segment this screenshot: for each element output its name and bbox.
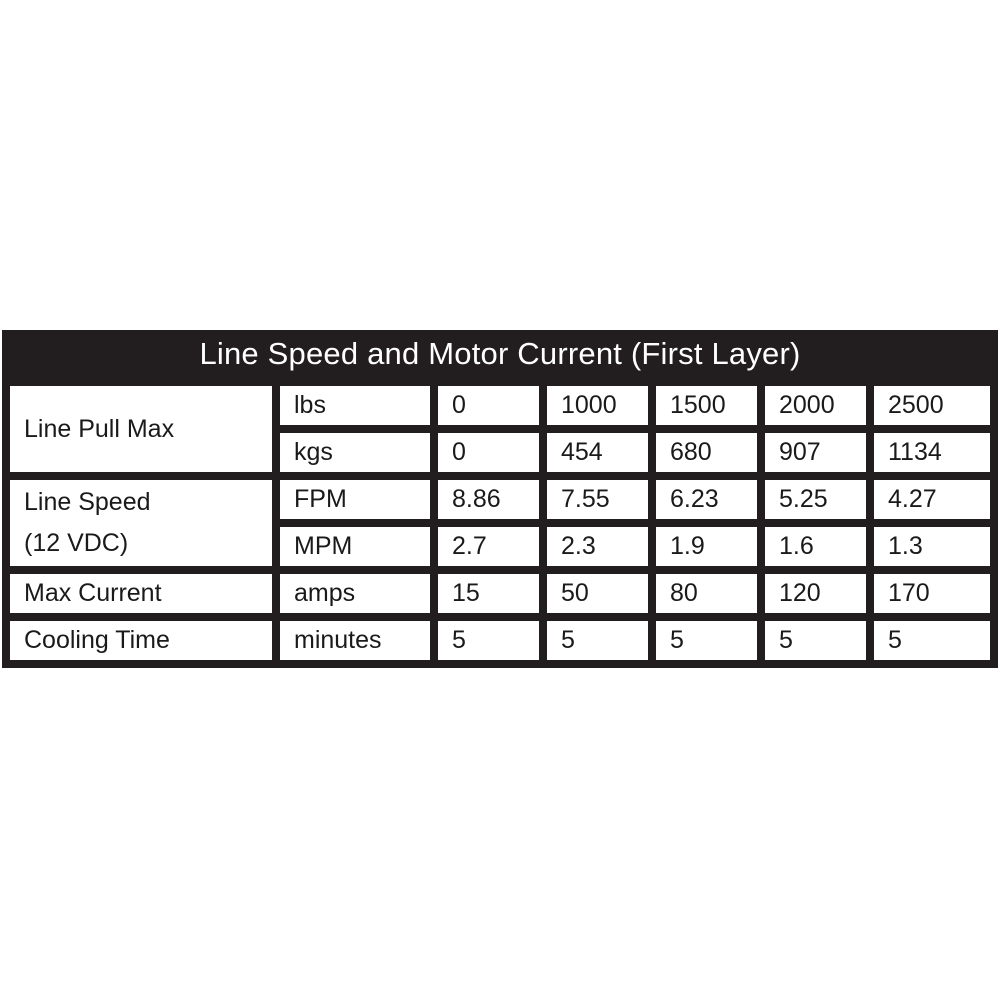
value-cell: 1134 bbox=[874, 433, 990, 472]
spec-data-table: Line Pull Max lbs 0 1000 1500 2000 2500 … bbox=[2, 378, 998, 668]
value-cell: 907 bbox=[765, 433, 866, 472]
value-cell: 5 bbox=[438, 621, 539, 660]
table-row: Cooling Time minutes 5 5 5 5 5 bbox=[10, 621, 990, 660]
unit-cell: amps bbox=[280, 574, 430, 613]
value-cell: 1000 bbox=[547, 386, 648, 425]
row-label-max-current: Max Current bbox=[10, 574, 272, 613]
value-cell: 2000 bbox=[765, 386, 866, 425]
value-cell: 15 bbox=[438, 574, 539, 613]
value-cell: 2.7 bbox=[438, 527, 539, 566]
table-row: Line Pull Max lbs 0 1000 1500 2000 2500 bbox=[10, 386, 990, 472]
value-cell: 7.55 bbox=[547, 480, 648, 519]
table-row: Line Speed (12 VDC) FPM 8.86 7.55 6.23 5… bbox=[10, 480, 990, 566]
row-label-cooling-time: Cooling Time bbox=[10, 621, 272, 660]
spec-table: Line Speed and Motor Current (First Laye… bbox=[2, 330, 998, 668]
value-cell: 6.23 bbox=[656, 480, 757, 519]
table-row: Max Current amps 15 50 80 120 170 bbox=[10, 574, 990, 613]
value-cell: 4.27 bbox=[874, 480, 990, 519]
value-cell: 454 bbox=[547, 433, 648, 472]
row-label-line-2: (12 VDC) bbox=[24, 529, 129, 557]
unit-cell: FPM bbox=[280, 480, 430, 519]
value-cell: 80 bbox=[656, 574, 757, 613]
value-cell: 680 bbox=[656, 433, 757, 472]
unit-cell: kgs bbox=[280, 433, 430, 472]
value-cell: 120 bbox=[765, 574, 866, 613]
value-cell: 1500 bbox=[656, 386, 757, 425]
unit-cell: lbs bbox=[280, 386, 430, 425]
value-cell: 8.86 bbox=[438, 480, 539, 519]
value-cell: 5 bbox=[765, 621, 866, 660]
value-cell: 1.6 bbox=[765, 527, 866, 566]
value-cell: 0 bbox=[438, 386, 539, 425]
value-cell: 5 bbox=[874, 621, 990, 660]
value-cell: 1.9 bbox=[656, 527, 757, 566]
value-cell: 5 bbox=[656, 621, 757, 660]
value-cell: 2500 bbox=[874, 386, 990, 425]
table-title: Line Speed and Motor Current (First Laye… bbox=[199, 336, 801, 371]
value-cell: 50 bbox=[547, 574, 648, 613]
value-cell: 5 bbox=[547, 621, 648, 660]
unit-cell: minutes bbox=[280, 621, 430, 660]
unit-cell: MPM bbox=[280, 527, 430, 566]
table-row: MPM 2.7 2.3 1.9 1.6 1.3 bbox=[10, 527, 990, 566]
value-cell: 2.3 bbox=[547, 527, 648, 566]
value-cell: 5.25 bbox=[765, 480, 866, 519]
table-row: kgs 0 454 680 907 1134 bbox=[10, 433, 990, 472]
row-label-line-1: Line Speed bbox=[24, 488, 151, 516]
row-label-line-speed: Line Speed (12 VDC) bbox=[10, 480, 272, 566]
value-cell: 170 bbox=[874, 574, 990, 613]
row-label-line-pull-max: Line Pull Max bbox=[10, 386, 272, 472]
value-cell: 1.3 bbox=[874, 527, 990, 566]
value-cell: 0 bbox=[438, 433, 539, 472]
